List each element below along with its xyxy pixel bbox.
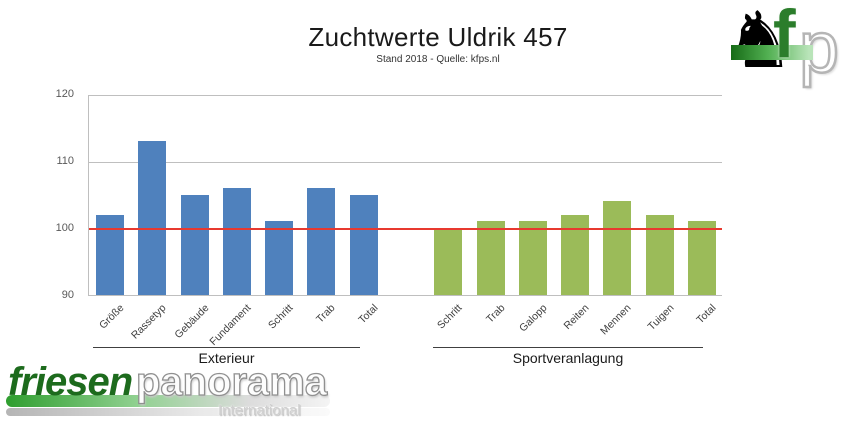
x-tick-label: Total [694,302,719,327]
x-tick-label: Gebäude [172,302,212,342]
friesenpanorama-logo: friesen panorama International [6,359,338,422]
bar-trab [307,187,336,295]
x-tick-label: Schritt [435,302,465,332]
logo-text-panorama: panorama [135,359,328,404]
x-tick-label: Schritt [266,302,296,332]
fp-corner-logo: p ♞ f [725,0,847,90]
gridline [89,162,722,163]
bar-gebäude [180,194,209,295]
logo-silver-band [6,408,330,416]
x-tick-label: Total [356,302,381,327]
chart-title: Zuchtwerte Uldrik 457 [308,22,568,52]
y-axis: 90 100 110 120 [44,88,80,301]
horse-icon: ♞ [725,0,795,84]
x-tick-label: Galopp [516,302,550,335]
bar-total [687,221,716,295]
gridline [89,95,722,96]
bar-größe [96,214,125,295]
y-tick-label: 120 [55,88,74,100]
x-tick-label: Tuigen [645,302,677,333]
chart-subtitle: Stand 2018 - Quelle: kfps.nl [376,54,500,65]
bar-tuigen [645,214,674,295]
bar-fundament [222,187,251,295]
y-tick-label: 100 [55,222,74,234]
logo-letter-f: f [773,0,796,72]
sport-group-label: Sportveranlagung [512,350,624,366]
logo-green-band [6,395,330,407]
x-tick-label: Trab [483,302,508,326]
x-tick-label: Reiten [561,302,592,332]
y-tick-label: 110 [56,155,74,167]
bar-galopp [518,221,547,295]
logo-text-international: International [218,402,301,419]
bar-rassetyp [138,140,167,295]
x-tick-label: Rassetyp [129,302,169,342]
bar-total [349,194,378,295]
exterieur-group-label: Exterieur [198,350,255,366]
exterieur-group-line [93,347,360,348]
logo-text-friesen: friesen [8,360,133,404]
sport-group-line [433,347,703,348]
bar-reiten [561,214,590,295]
x-tick-label: Größe [97,302,127,332]
bar-schritt [265,221,294,295]
x-tick-label: Mennen [598,302,634,338]
bar-schritt [434,228,463,295]
bar-trab [476,221,505,295]
x-tick-label: Fundament [207,302,254,349]
y-tick-label: 90 [61,289,74,301]
plot-area: Größe Rassetyp Gebäude Fundament Schritt Trab… [88,95,722,348]
x-tick-label: Trab [314,302,338,326]
reference-line-100 [89,228,722,230]
bar-mennen [603,201,632,295]
logo-green-stripe [731,45,813,60]
